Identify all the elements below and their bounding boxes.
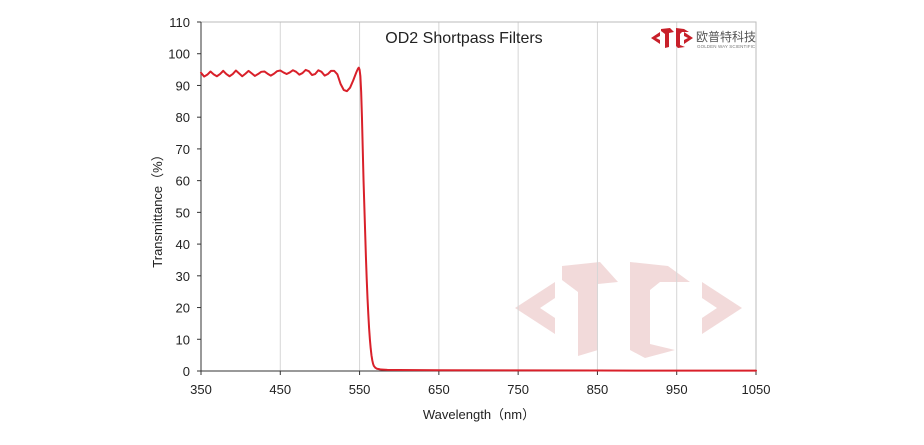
y-tick-label: 0 [183, 364, 190, 379]
y-tick-label: 100 [168, 47, 190, 62]
brand-name-cn: 欧普特科技 [696, 29, 756, 44]
y-tick-label: 110 [169, 15, 190, 30]
y-tick-label: 60 [176, 174, 190, 189]
grid-lines [279, 22, 678, 371]
x-tick-label: 1050 [742, 382, 771, 397]
x-tick-label: 750 [507, 382, 529, 397]
series-layer [200, 66, 757, 372]
watermark-logo-right-c [630, 262, 690, 358]
y-tick-label: 70 [176, 142, 190, 157]
y-tick-label: 30 [176, 269, 190, 284]
brand-logo-left-chevron [651, 32, 660, 44]
plot-frame [200, 21, 757, 372]
watermark-logo-right-chevron [702, 282, 742, 334]
watermark-logo-left-chevron [515, 282, 555, 334]
x-axis-title: Wavelength（nm） [423, 407, 535, 422]
y-tick-label: 90 [176, 78, 190, 93]
y-tick-label: 20 [176, 301, 190, 316]
brand-logo-c [676, 28, 689, 48]
y-tick-label: 80 [176, 110, 190, 125]
y-tick-label: 10 [176, 332, 190, 347]
x-tick-label: 450 [269, 382, 291, 397]
x-tick-label: 950 [666, 382, 688, 397]
x-tick-labels: 350 450 550 650 750 850 950 1050 [190, 371, 770, 397]
y-tick-label: 50 [176, 205, 190, 220]
chart-title: OD2 Shortpass Filters [385, 30, 542, 47]
brand-logo-right-chevron [684, 32, 693, 44]
brand-logo-mark [651, 28, 693, 48]
brand-logo-j [661, 28, 674, 48]
transmittance-curve [200, 66, 757, 372]
y-tick-labels: 0 10 20 30 40 50 60 70 80 90 100 110 [168, 15, 201, 379]
x-tick-label: 350 [190, 382, 212, 397]
watermark-logo-left-j [562, 262, 618, 356]
y-axis-title: Transmittance（%） [150, 148, 165, 267]
watermark-logo [515, 262, 742, 358]
x-tick-label: 650 [428, 382, 450, 397]
x-tick-label: 550 [349, 382, 371, 397]
plot-border [200, 21, 757, 372]
brand-logo: 欧普特科技 GOLDEN WAY SCIENTIFIC [651, 28, 756, 49]
x-tick-label: 850 [587, 382, 609, 397]
y-tick-label: 40 [176, 237, 190, 252]
brand-name-en: GOLDEN WAY SCIENTIFIC [697, 44, 756, 49]
